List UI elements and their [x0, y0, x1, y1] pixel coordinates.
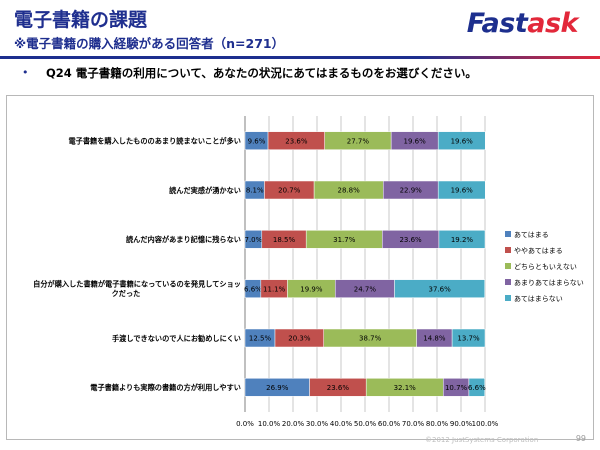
x-tick-label: 90.0%	[450, 420, 473, 428]
legend-label: どちらともいえない	[514, 263, 577, 271]
category-label: 電子書籍を購入したもののあまり読まないことが多い	[68, 136, 241, 145]
data-label: 11.1%	[263, 285, 286, 293]
data-label: 14.8%	[423, 335, 446, 343]
legend-label: あまりあてはまらない	[514, 279, 584, 287]
chart-frame: 0.0% 10.0% 20.0% 30.0% 40.0% 50.0% 60.0% 70.0% 8…	[6, 95, 594, 440]
data-label: 20.7%	[278, 187, 301, 195]
logo-text-fast: Fast	[466, 8, 528, 39]
data-label: 19.6%	[451, 137, 474, 145]
page-number: 99	[575, 434, 586, 443]
x-tick-label: 100.0%	[472, 420, 499, 428]
data-label: 9.6%	[248, 137, 266, 145]
data-label: 23.6%	[327, 384, 350, 392]
data-label: 24.7%	[354, 285, 377, 293]
category-label: 手渡しできないので人にお勧めしにくい	[112, 334, 241, 343]
data-label: 19.6%	[451, 187, 474, 195]
data-label: 27.7%	[347, 137, 370, 145]
data-label: 19.9%	[300, 285, 323, 293]
legend-label: ややあてはまる	[514, 247, 563, 255]
data-label: 10.7%	[445, 384, 468, 392]
legend-swatch	[505, 279, 511, 285]
x-tick-label: 0.0%	[236, 420, 254, 428]
data-label: 31.7%	[333, 236, 356, 244]
data-label: 23.6%	[285, 137, 308, 145]
slide-title: 電子書籍の課題	[14, 9, 148, 31]
data-label: 18.5%	[273, 236, 296, 244]
data-label: 23.6%	[399, 236, 422, 244]
bar-segment	[468, 378, 486, 397]
data-label: 6.6%	[468, 384, 486, 392]
bar-segment	[437, 180, 486, 200]
question-bullet: •	[22, 66, 29, 79]
title-divider	[0, 56, 600, 59]
fastask-logo: Fastask	[466, 8, 579, 39]
bar-segment	[437, 131, 486, 150]
bar-segment	[394, 279, 486, 298]
bar-segment	[451, 328, 486, 348]
category-label: 自分が購入した書籍が電子書籍になっているのを発見してショッ	[33, 280, 241, 289]
data-label: 26.9%	[266, 384, 289, 392]
x-tick-label: 80.0%	[426, 420, 449, 428]
data-label: 19.6%	[404, 137, 427, 145]
data-label: 32.1%	[394, 384, 417, 392]
x-tick-label: 70.0%	[402, 420, 425, 428]
stacked-bar-chart: 0.0% 10.0% 20.0% 30.0% 40.0% 50.0% 60.0% 70.0% 8…	[33, 116, 584, 428]
x-tick-label: 50.0%	[354, 420, 377, 428]
x-tick-label: 20.0%	[282, 420, 305, 428]
data-label: 22.9%	[400, 187, 423, 195]
data-label: 6.6%	[244, 285, 262, 293]
data-label: 12.5%	[249, 335, 272, 343]
data-label: 13.7%	[457, 335, 480, 343]
question-text: Q24 電子書籍の利用について、あなたの状況にあてはまるものをお選びください。	[46, 66, 477, 80]
category-label: 読んだ実感が湧かない	[169, 186, 241, 195]
category-label: クだった	[112, 289, 141, 298]
legend-label: あてはまる	[514, 231, 549, 239]
category-label: 読んだ内容があまり記憶に残らない	[126, 235, 241, 244]
legend-label: あてはまらない	[514, 295, 563, 303]
logo-text-ask: ask	[527, 8, 578, 39]
legend-swatch	[505, 247, 511, 253]
data-label: 20.3%	[288, 335, 311, 343]
x-tick-label: 10.0%	[258, 420, 281, 428]
legend-swatch	[505, 231, 511, 237]
x-tick-label: 40.0%	[330, 420, 353, 428]
legend-swatch	[505, 295, 511, 301]
data-label: 8.1%	[246, 187, 264, 195]
data-label: 38.7%	[359, 335, 382, 343]
x-tick-label: 60.0%	[378, 420, 401, 428]
footer-copyright: ©2012 JustSystems Corporation	[425, 436, 539, 444]
x-tick-label: 30.0%	[306, 420, 329, 428]
data-label: 37.6%	[429, 285, 452, 293]
bar-segment	[438, 230, 486, 249]
data-label: 28.8%	[338, 187, 361, 195]
category-label: 電子書籍よりも実際の書籍の方が利用しやすい	[90, 383, 241, 392]
data-label: 19.2%	[451, 236, 474, 244]
slide-subtitle: ※電子書籍の購入経験がある回答者（n=271）	[14, 36, 285, 51]
legend-swatch	[505, 263, 511, 269]
data-label: 7.0%	[245, 236, 263, 244]
